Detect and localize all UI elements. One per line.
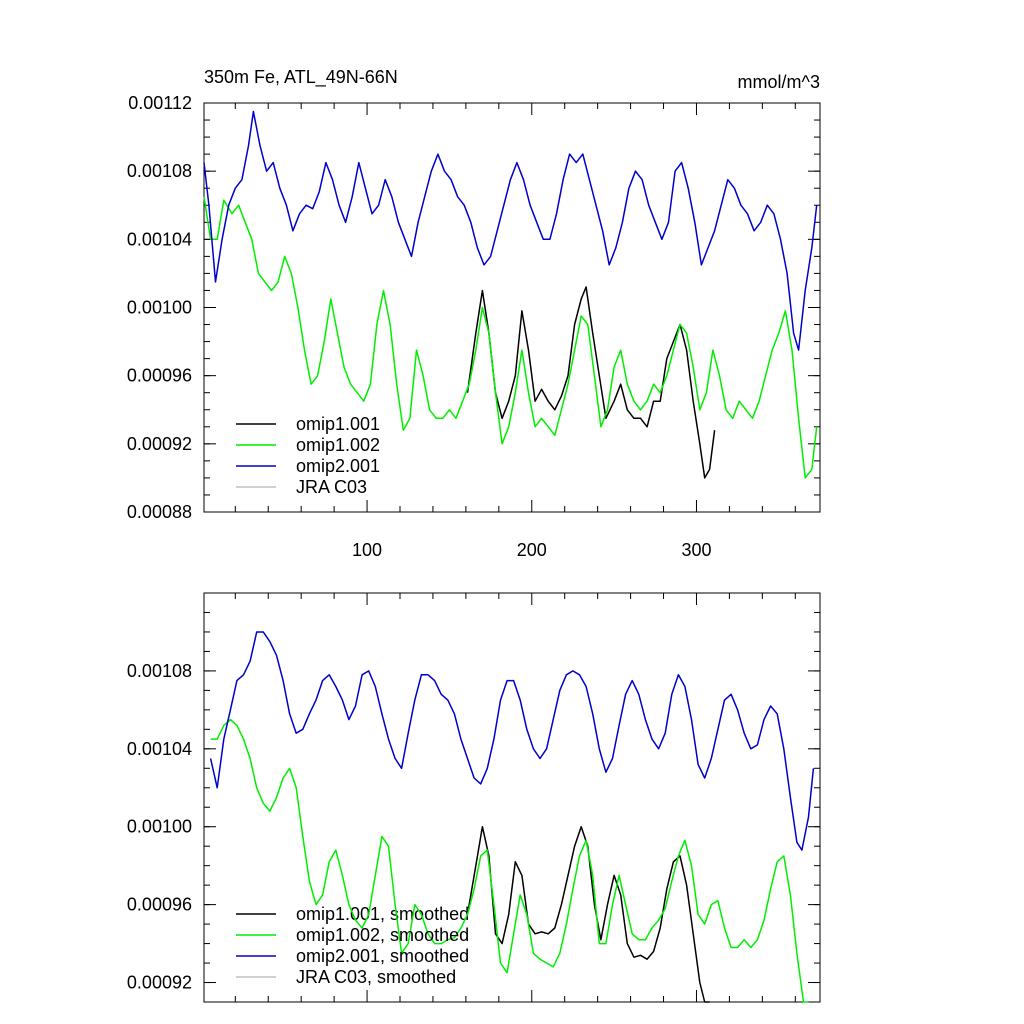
bottom-panel: 0.00092 0.00096 0.00100 0.00104 0.00108 omip1…: [127, 592, 821, 1003]
top-panel: 0.00088 0.00092 0.00096 0.00100 0.00104 0.001…: [127, 93, 821, 560]
y-tick-label: 0.00112: [128, 93, 192, 113]
legend-label: omip1.001: [296, 414, 380, 434]
series-line-0: [466, 286, 716, 479]
x-tick-label: 300: [681, 540, 711, 560]
y-tick-label: 0.00108: [127, 661, 192, 681]
y-tick-label: 0.00096: [127, 366, 192, 386]
y-tick-label: 0.00092: [127, 973, 192, 993]
legend-label: omip1.001, smoothed: [296, 904, 469, 924]
units-label: mmol/m^3: [738, 72, 820, 92]
series-line-1: [210, 718, 809, 1003]
y-tick-label: 0.00088: [127, 502, 192, 522]
chart-title: 350m Fe, ATL_49N-66N: [204, 67, 398, 88]
x-tick-label: 200: [517, 540, 547, 560]
series-line-1: [203, 196, 818, 479]
y-tick-label: 0.00092: [127, 434, 192, 454]
y-tick-label: 0.00100: [127, 298, 192, 318]
legend-label: omip1.002: [296, 435, 380, 455]
legend-label: omip2.001, smoothed: [296, 946, 469, 966]
legend-label: JRA C03: [296, 477, 367, 497]
legend-label: omip1.002, smoothed: [296, 925, 469, 945]
x-tick-label: 100: [352, 540, 382, 560]
y-tick-label: 0.00108: [127, 161, 192, 181]
y-tick-label: 0.00104: [127, 739, 192, 759]
legend-label: JRA C03, smoothed: [296, 967, 456, 987]
plot-frame: [203, 592, 821, 1003]
series-line-0: [466, 825, 710, 1003]
y-tick-label: 0.00096: [127, 895, 192, 915]
series-line-2: [203, 110, 818, 351]
y-tick-label: 0.00104: [127, 229, 192, 249]
series-line-2: [209, 631, 815, 851]
legend-label: omip2.001: [296, 456, 380, 476]
y-tick-label: 0.00100: [127, 817, 192, 837]
